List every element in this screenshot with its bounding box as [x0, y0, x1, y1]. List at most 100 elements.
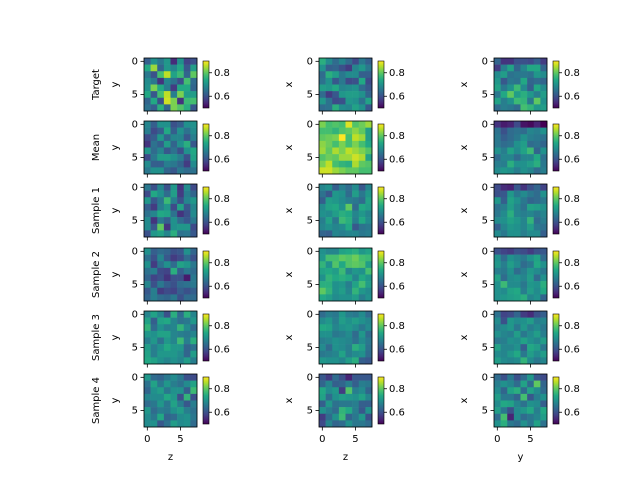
heatmap-cell: [365, 97, 373, 105]
heatmap-cell: [150, 420, 158, 428]
heatmap-cell: [540, 311, 548, 318]
heatmap-cell: [527, 393, 535, 401]
heatmap-cell: [332, 167, 340, 175]
heatmap-cell: [170, 160, 178, 168]
heatmap-cell: [170, 261, 178, 269]
heatmap-cell: [170, 267, 178, 275]
heatmap-cell: [150, 350, 158, 358]
heatmap-cell: [325, 267, 333, 275]
heatmap-cell: [533, 230, 541, 238]
heatmap-cell: [183, 217, 191, 225]
heatmap-cell: [527, 147, 535, 155]
heatmap-cell: [170, 400, 178, 408]
x-tick-label: 0: [319, 434, 325, 445]
heatmap-cell: [540, 190, 548, 198]
heatmap-panel-c0-r2: 0 5 y Sample 1 0.6 0.8: [91, 182, 230, 241]
heatmap-cell: [507, 71, 515, 79]
heatmap-cell: [157, 324, 165, 332]
heatmap-cell: [527, 97, 535, 105]
heatmap-cell: [190, 84, 198, 92]
colorbar: [202, 313, 210, 362]
heatmap-cell: [365, 400, 373, 408]
heatmap-cell: [494, 254, 501, 262]
heatmap-cell: [365, 84, 373, 92]
y-axis-label: x: [459, 144, 470, 150]
heatmap-cell: [332, 374, 340, 381]
heatmap-cell: [183, 317, 191, 325]
heatmap-cell: [358, 203, 366, 211]
colorbar-tick-label: 0.6: [389, 344, 405, 355]
heatmap-cell: [365, 330, 373, 338]
panel-frame: [143, 247, 198, 302]
heatmap-cell: [358, 184, 366, 191]
heatmap-cell: [150, 230, 158, 238]
heatmap-cell: [163, 330, 171, 338]
heatmap-cell: [332, 97, 340, 105]
heatmap-cell: [540, 71, 548, 79]
heatmap-cell: [170, 407, 178, 415]
heatmap-cell: [183, 357, 191, 365]
heatmap-cell: [338, 420, 346, 428]
heatmap-cell: [319, 97, 326, 105]
heatmap-cell: [494, 127, 501, 135]
heatmap-cell: [157, 407, 165, 415]
heatmap-cell: [177, 127, 185, 135]
heatmap-cell: [533, 71, 541, 79]
colorbar-tick-label: 0.6: [564, 407, 580, 418]
heatmap-cell: [144, 407, 151, 415]
heatmap-cell: [177, 64, 185, 72]
panel-frame: [493, 247, 548, 302]
heatmap-cell: [332, 140, 340, 148]
heatmap-cell: [527, 167, 535, 175]
heatmap-cell: [157, 140, 165, 148]
heatmap-cell: [365, 77, 373, 85]
heatmap-cell: [358, 147, 366, 155]
heatmap-cell: [319, 261, 326, 269]
heatmap-cell: [332, 420, 340, 428]
heatmap-cell: [338, 104, 346, 112]
heatmap-cell: [338, 400, 346, 408]
heatmap-cell: [500, 317, 508, 325]
y-axis-label: y: [110, 144, 121, 150]
panel-frame: [318, 247, 373, 302]
heatmap-cell: [170, 210, 178, 218]
heatmap-cell: [533, 84, 541, 92]
heatmap-cell: [325, 324, 333, 332]
heatmap-cell: [163, 197, 171, 205]
heatmap-cell: [507, 287, 515, 295]
colorbar-tick-label: 0.6: [214, 344, 230, 355]
heatmap-cell: [540, 267, 548, 275]
y-tick-label: 5: [132, 152, 138, 163]
heatmap-cell: [177, 184, 185, 191]
heatmap-cell: [513, 261, 521, 269]
heatmap-cell: [190, 230, 198, 238]
heatmap-cell: [500, 134, 508, 142]
heatmap-panel-c2-r1: 0 5 x 0.6 0.8: [459, 119, 580, 178]
heatmap-cell: [352, 337, 360, 345]
heatmap-cell: [358, 294, 366, 302]
heatmap-cell: [500, 154, 508, 162]
heatmap-cell: [170, 344, 178, 352]
heatmap-cell: [170, 77, 178, 85]
heatmap-cell: [325, 190, 333, 198]
heatmap-cell: [527, 71, 535, 79]
heatmap-cell: [157, 330, 165, 338]
heatmap-cell: [144, 400, 151, 408]
heatmap-cell: [527, 317, 535, 325]
heatmap-cell: [150, 104, 158, 112]
heatmap-cell: [163, 184, 171, 191]
x-axis-label: z: [343, 452, 348, 463]
heatmap-cell: [157, 311, 165, 318]
heatmap-cell: [365, 274, 373, 282]
heatmap-cell: [177, 223, 185, 231]
y-tick-label: 0: [307, 119, 313, 130]
heatmap-cell: [500, 160, 508, 168]
heatmap-cell: [332, 267, 340, 275]
heatmap-cell: [527, 154, 535, 162]
heatmap-cell: [540, 97, 548, 105]
heatmap-cell: [332, 294, 340, 302]
heatmap-cell: [527, 287, 535, 295]
heatmap-cell: [319, 84, 326, 92]
heatmap-cell: [144, 413, 151, 421]
heatmap-cell: [520, 97, 528, 105]
